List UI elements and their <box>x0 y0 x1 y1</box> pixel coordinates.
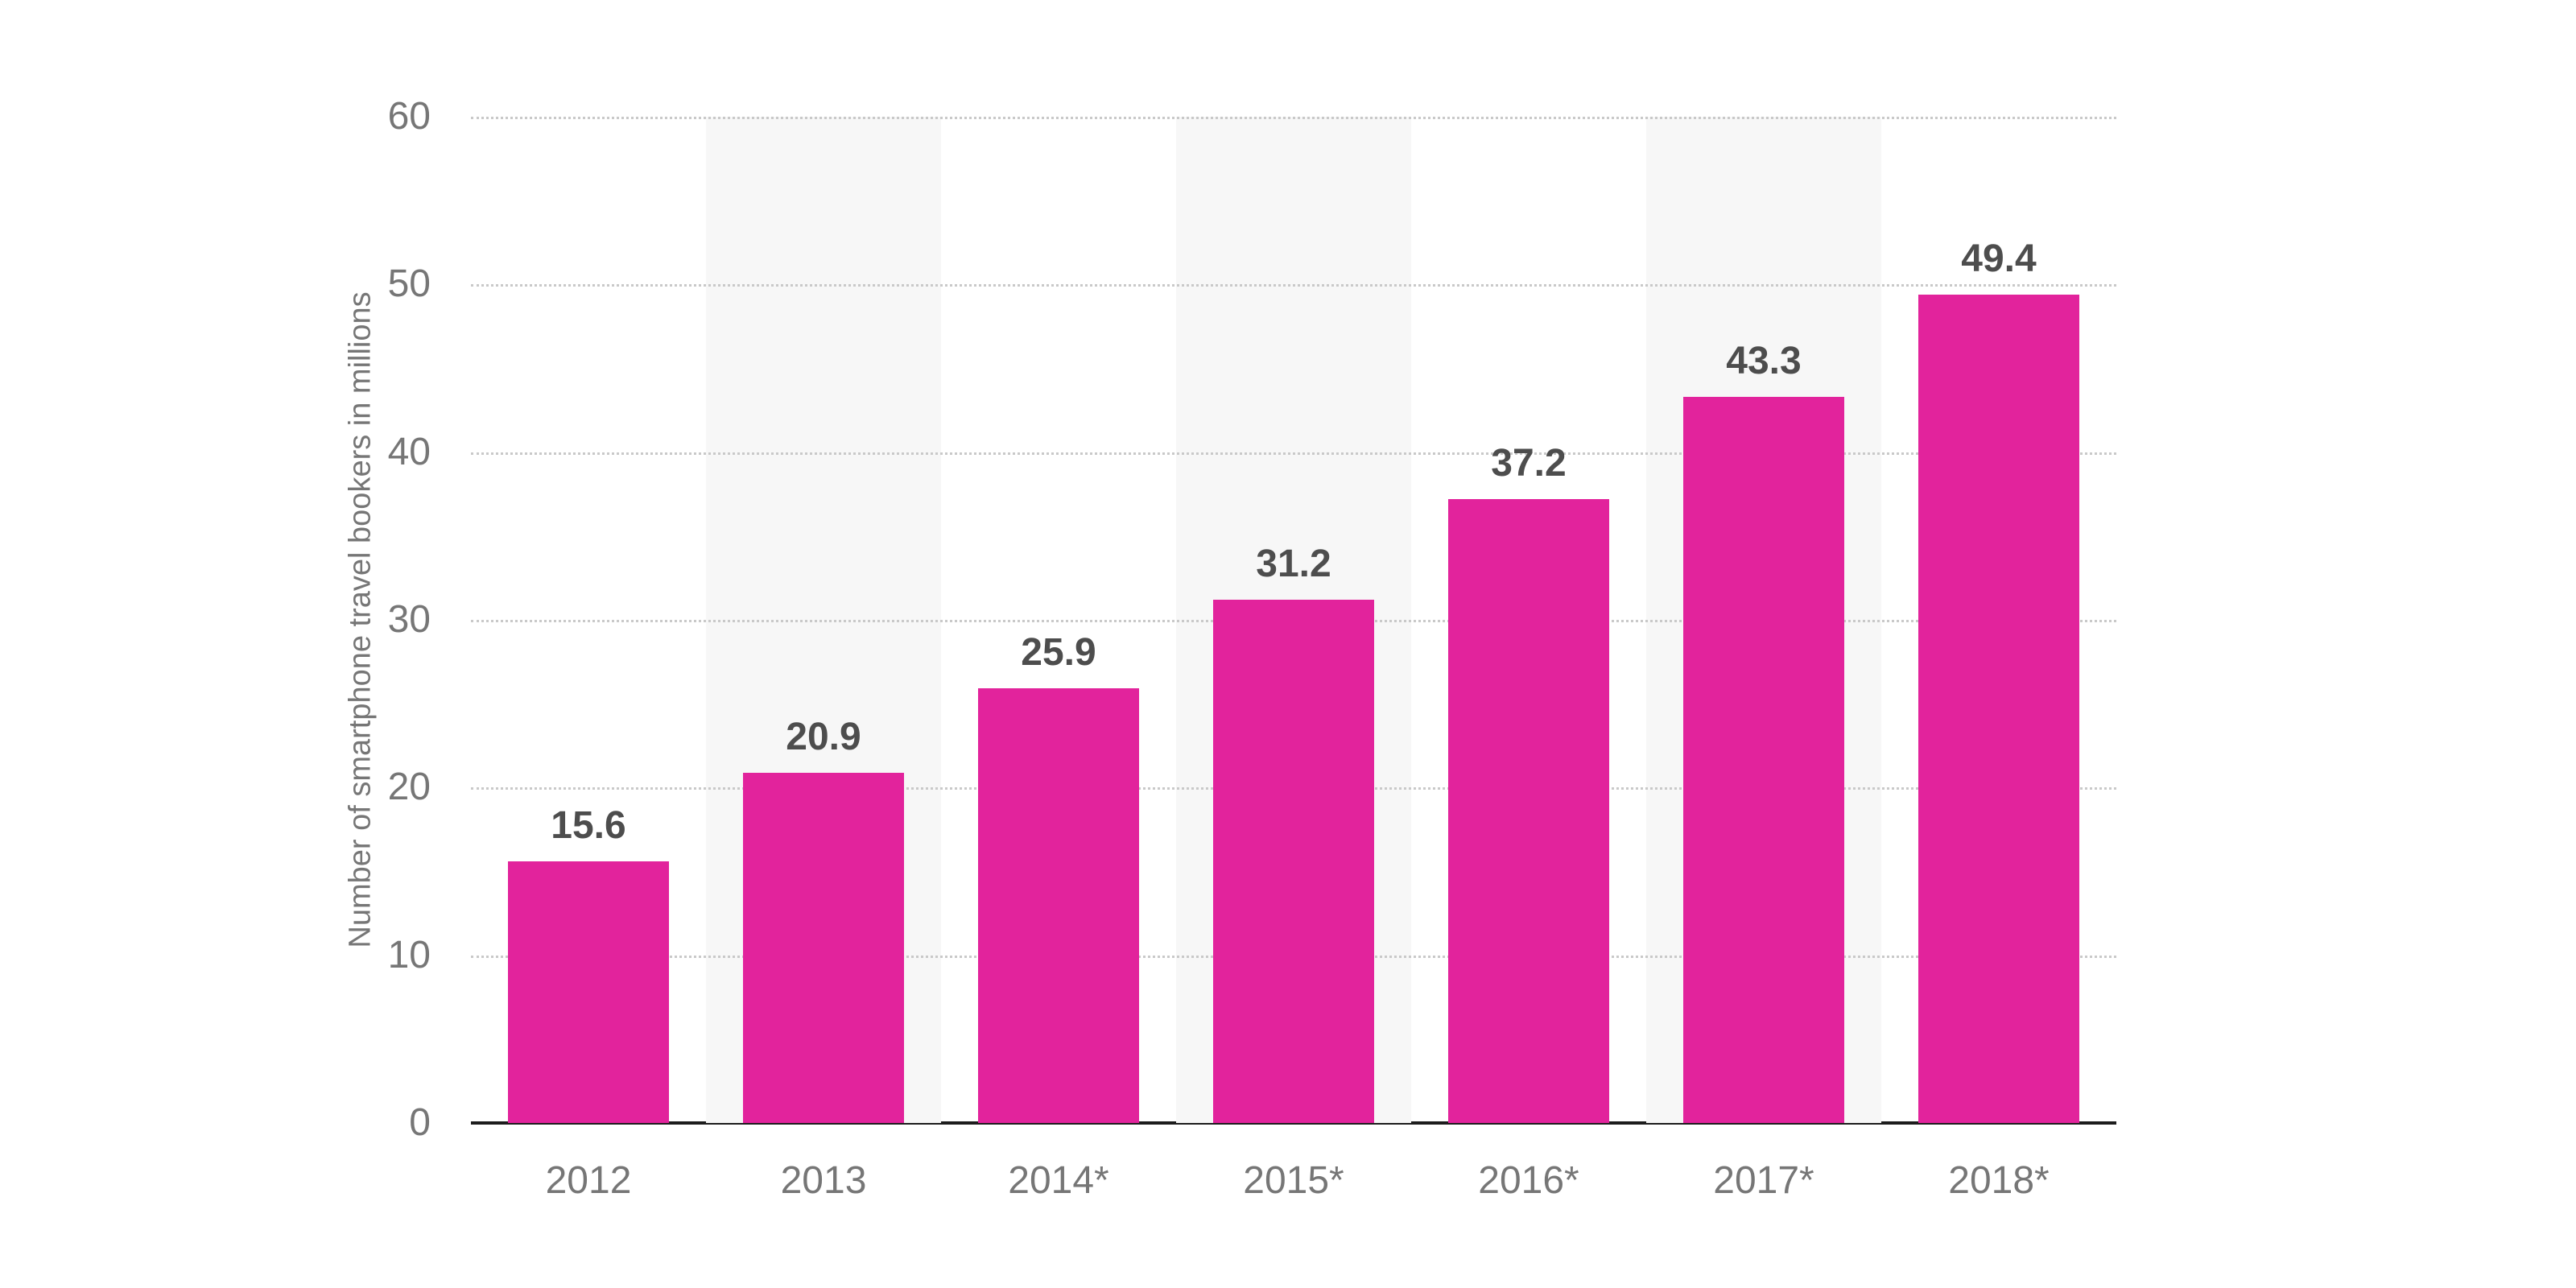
x-axis-line <box>471 1121 2116 1125</box>
x-axis-label-2014*: 2014* <box>1008 1159 1109 1202</box>
x-axis-label-2017*: 2017* <box>1713 1159 1814 1202</box>
bar-value-label: 25.9 <box>1021 631 1096 675</box>
gridline <box>471 117 2116 119</box>
bar-2015*[interactable] <box>1213 600 1374 1123</box>
bar-value-label: 43.3 <box>1726 339 1802 382</box>
x-axis-label-2016*: 2016* <box>1478 1159 1579 1202</box>
y-axis-tick-label: 30 <box>387 598 431 641</box>
y-axis-tick-label: 40 <box>387 430 431 473</box>
bar-value-label: 49.4 <box>1961 237 2037 280</box>
y-axis-tick-label: 20 <box>387 766 431 809</box>
x-axis-label-2012: 2012 <box>545 1159 632 1202</box>
y-axis-tick-label: 10 <box>387 933 431 976</box>
plot-area: 15.6 20.9 25.9 31.2 37.2 43.3 49.4 0 10 20 30 40 50 6… <box>388 97 2116 1200</box>
bar-value-label: 31.2 <box>1256 543 1331 585</box>
bar-2017*[interactable] <box>1683 396 1844 1123</box>
gridline <box>471 452 2116 455</box>
y-axis-tick-label: 0 <box>409 1101 431 1144</box>
y-axis-tick-label: 60 <box>387 95 431 138</box>
bar-2013[interactable] <box>743 772 904 1123</box>
bar-2016*[interactable] <box>1448 499 1609 1123</box>
x-axis-label-2013: 2013 <box>780 1159 867 1202</box>
bar-2012[interactable] <box>508 861 669 1123</box>
x-axis-label-2018*: 2018* <box>1948 1159 2050 1202</box>
bar-value-label: 20.9 <box>786 715 861 758</box>
bar-value-label: 37.2 <box>1491 442 1567 485</box>
bar-value-label: 15.6 <box>551 804 626 847</box>
x-axis-label-2015*: 2015* <box>1243 1159 1344 1202</box>
gridline <box>471 284 2116 287</box>
bar-2018*[interactable] <box>1918 294 2079 1123</box>
y-axis-tick-label: 50 <box>387 262 431 306</box>
bar-2014*[interactable] <box>978 688 1139 1123</box>
